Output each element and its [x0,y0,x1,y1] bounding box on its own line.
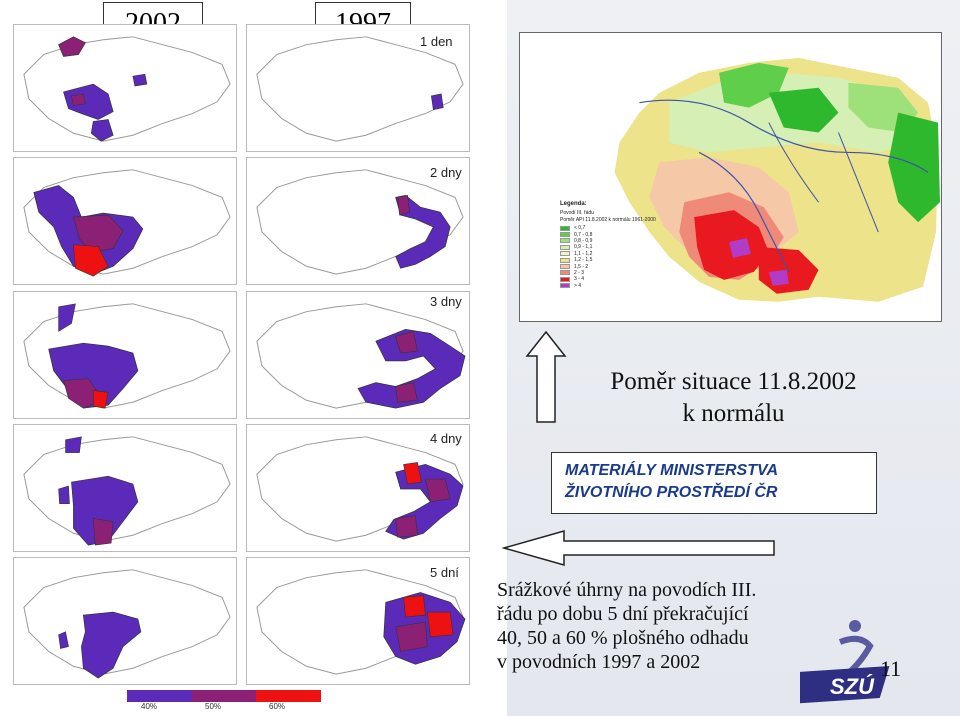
legend-swatch [560,225,570,231]
caption-line4: v povodních 1997 a 2002 [497,651,701,673]
legend-row: 0,9 - 1,1 [560,244,668,250]
legend-row: > 4 [560,283,668,289]
legend-swatch [560,251,570,257]
legend-row: 1,2 - 1,5 [560,257,668,263]
map-2002-day5 [13,557,237,685]
up-arrow-icon [525,330,567,423]
page-number: 11 [880,656,902,681]
rain-ratio-map-svg [520,33,941,321]
legend-label: 0,9 - 1,1 [574,244,593,251]
legend-label: 1,5 - 2 [574,263,589,270]
rain-ratio-map: Legenda: Povodí III. řádu Poměr API 11.8… [519,32,942,322]
map-1997-day4 [246,424,470,552]
legend-40-label: 40% [141,702,158,711]
legend-rows: < 0,7 0,7 - 0,8 0,8 - 0,9 0,9 - 1,1 1,1 - 1,… [560,225,668,289]
legend-50-label: 50% [205,702,222,711]
legend-row: 1,5 - 2 [560,263,668,270]
legend-label: < 0,7 [574,225,586,232]
legend-60-label: 60% [269,702,286,711]
day-label-1: 1 den [420,34,453,49]
legend-swatch [560,270,570,276]
map-2002-day2 [13,157,237,285]
svg-text:SZÚ: SZÚ [830,674,875,699]
legend-label: 0,7 - 0,8 [574,231,593,238]
legend-40-swatch [127,690,192,702]
legend-row: 1,1 - 1,2 [560,251,668,257]
ratio-title-line2: k normálu [682,400,785,427]
caption-line3: 40, 50 a 60 % plošného odhadu [497,627,749,649]
legend-60-swatch [256,690,322,702]
legend-label: 2 - 3 [574,269,585,276]
legend-row: < 0,7 [560,225,668,231]
ministry-line1: MATERIÁLY MINISTERSTVA [565,462,779,479]
map-2002-day1 [13,24,237,152]
legend-50-swatch [191,690,257,702]
legend-swatch [560,244,570,250]
map-1997-day5 [246,557,470,685]
ministry-source-box: MATERIÁLY MINISTERSTVA ŽIVOTNÍHO PROSTŘE… [551,452,877,514]
percent-legend [127,690,322,702]
day-label-3: 3 dny [430,294,462,309]
map-1997-day1 [246,24,470,152]
legend-swatch [560,283,570,289]
left-arrow-icon [502,530,775,566]
legend-label: 1,1 - 1,2 [574,250,593,257]
map-1997-day2 [246,157,470,285]
szu-logo: SZÚ [800,620,890,704]
legend-label: 0,8 - 0,9 [574,237,593,244]
ratio-title-line1: Poměr situace 11.8.2002 [610,368,857,395]
legend-row: 0,7 - 0,8 [560,231,668,238]
legend-subtitle-2: Poměr API 11.8.2002 k normálu 1961-2000 [560,217,656,223]
legend-subtitle-1: Povodí III. řádu [560,210,594,216]
rain-map-legend: Legenda: Povodí III. řádu Poměr API 11.8… [560,201,668,289]
legend-row: 0,8 - 0,9 [560,238,668,244]
legend-label: > 4 [574,282,582,289]
legend-label: 1,2 - 1,5 [574,257,593,264]
legend-swatch [560,238,570,244]
caption-line2: řádu po dobu 5 dní překračující [497,603,749,625]
legend-swatch [560,232,570,238]
legend-label: 3 - 4 [574,276,585,283]
legend-row: 3 - 4 [560,276,668,282]
legend-swatch [560,264,570,270]
legend-title: Legenda: [560,201,587,207]
day-label-4: 4 dny [430,431,462,446]
map-2002-day4 [13,424,237,552]
map-2002-day3 [13,291,237,419]
map-1997-day3 [246,291,470,419]
legend-swatch [560,276,570,282]
caption-line1: Srážkové úhrny na povodích III. [497,579,757,601]
ratio-title: Poměr situace 11.8.2002 k normálu [507,366,960,430]
legend-row: 2 - 3 [560,270,668,276]
caption: Srážkové úhrny na povodích III. řádu po … [497,578,877,674]
legend-swatch [560,257,570,263]
day-label-5: 5 dní [430,565,459,580]
ministry-line2: ŽIVOTNÍHO PROSTŘEDÍ ČR [565,484,778,501]
day-label-2: 2 dny [430,165,462,180]
